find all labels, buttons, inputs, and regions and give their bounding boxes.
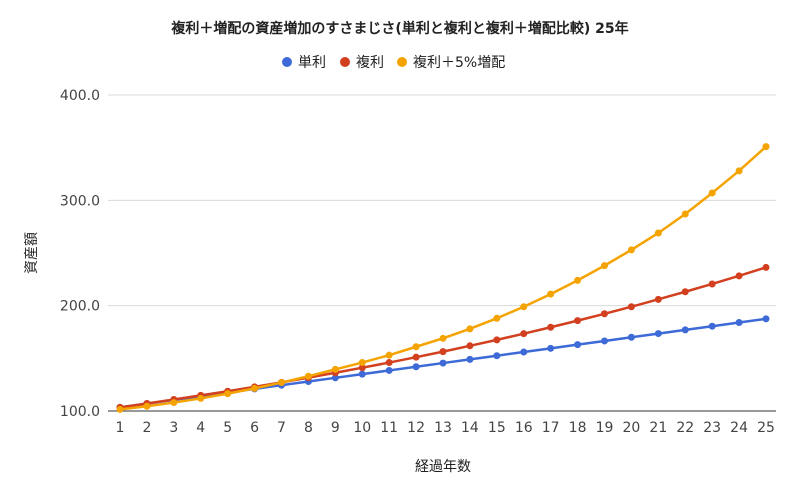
data-point [735,272,743,280]
x-tick-label: 9 [331,420,340,436]
x-tick-label: 2 [142,420,151,436]
data-point [466,342,474,350]
data-point [116,405,124,413]
data-point [547,290,555,298]
data-point [681,326,689,334]
x-tick-label: 24 [730,420,748,436]
data-point [385,366,393,374]
data-point [681,210,689,218]
data-point [385,359,393,367]
data-point [520,348,528,356]
x-axis-title: 経過年数 [415,459,471,475]
x-tick-label: 14 [461,420,479,436]
x-tick-label: 16 [515,420,533,436]
data-point [762,263,770,271]
data-point [439,359,447,367]
data-point [251,384,259,392]
x-tick-label: 7 [277,420,286,436]
data-point [547,323,555,331]
data-point [654,295,662,303]
data-point [358,364,366,372]
data-point [358,370,366,378]
data-point [762,315,770,323]
data-point [654,330,662,338]
data-point [735,167,743,175]
legend-label: 単利 [298,55,326,71]
data-point [762,143,770,151]
x-tick-label: 3 [169,420,178,436]
data-point [439,334,447,342]
data-point [412,363,420,371]
x-tick-label: 12 [407,420,425,436]
x-tick-label: 22 [676,420,694,436]
x-tick-label: 19 [596,420,614,436]
data-point [574,276,582,284]
data-point [574,317,582,325]
data-point [708,280,716,288]
x-tick-label: 17 [542,420,560,436]
data-point [627,333,635,341]
data-point [197,394,205,402]
data-point [708,322,716,330]
data-point [358,359,366,367]
x-tick-label: 20 [623,420,641,436]
x-tick-label: 1 [116,420,125,436]
data-point [304,372,312,380]
x-tick-label: 11 [380,420,398,436]
data-point [601,310,608,318]
data-point [493,314,501,322]
legend-label: 複利 [356,54,384,71]
data-point [547,344,555,352]
x-tick-label: 6 [250,420,259,436]
data-point [412,353,420,361]
legend-marker [340,57,350,67]
data-point [170,399,178,407]
data-point [520,303,528,311]
x-tick-label: 21 [649,420,667,436]
data-point [574,341,582,349]
data-point [466,325,474,333]
x-tick-label: 5 [223,420,232,436]
data-point [520,330,528,338]
data-point [331,365,339,373]
data-point [601,337,608,345]
data-point [601,262,608,270]
x-tick-label: 23 [703,420,721,436]
y-axis-title: 資産額 [24,232,40,274]
data-point [466,355,474,363]
data-point [331,374,339,382]
x-tick-label: 18 [569,420,587,436]
y-tick-label: 300.0 [60,193,100,209]
x-tick-label: 13 [434,420,452,436]
data-point [627,303,635,311]
data-point [627,246,635,254]
y-tick-label: 200.0 [60,299,100,315]
data-point [385,351,393,359]
x-tick-label: 8 [304,420,313,436]
data-point [493,336,501,344]
data-point [708,189,716,197]
x-tick-label: 10 [353,420,371,436]
x-tick-label: 15 [488,420,506,436]
data-point [143,402,151,410]
y-tick-label: 100.0 [60,404,100,420]
x-tick-label: 4 [196,420,205,436]
legend-label: 複利＋5%増配 [413,54,505,71]
x-tick-label: 25 [757,420,775,436]
series-line [119,145,767,411]
data-point [439,348,447,356]
legend-marker [397,57,407,67]
data-point [681,288,689,296]
chart-title: 複利＋増配の資産増加のすさまじさ(単利と複利と複利＋増配比較) 25年 [171,21,629,37]
data-point [493,352,501,360]
data-point [224,390,232,398]
y-tick-label: 400.0 [60,88,100,104]
data-point [278,379,285,387]
data-point [412,343,420,351]
data-point [654,229,662,237]
legend-marker [282,57,292,67]
data-point [735,319,743,327]
